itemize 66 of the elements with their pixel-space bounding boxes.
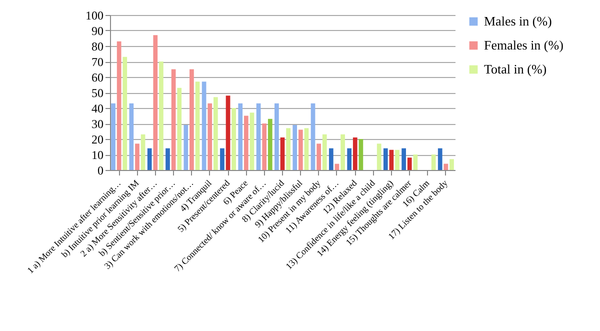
bar	[376, 144, 382, 170]
bar	[153, 35, 158, 170]
bar	[358, 139, 364, 170]
bar	[135, 144, 140, 170]
bar	[250, 112, 254, 170]
y-tick-label: 20	[92, 132, 104, 146]
bar	[208, 103, 212, 170]
bar	[340, 134, 345, 170]
bar	[122, 56, 128, 170]
bar	[438, 148, 442, 170]
bar	[190, 69, 194, 170]
y-tick-label: 90	[92, 24, 104, 38]
bar	[274, 103, 279, 170]
bar	[402, 148, 406, 170]
bar	[111, 103, 116, 170]
bar	[226, 96, 230, 170]
bar	[220, 148, 224, 170]
bar	[177, 88, 182, 170]
bar	[310, 103, 316, 170]
legend-label: Total in (%)	[484, 62, 547, 76]
bar	[280, 137, 285, 170]
bar	[159, 62, 164, 170]
bar	[202, 82, 206, 170]
bar	[116, 41, 122, 170]
bar	[195, 82, 200, 170]
y-tick-label: 50	[92, 86, 104, 100]
y-tick-label: 0	[98, 164, 104, 178]
bar	[383, 148, 388, 170]
bar	[407, 158, 412, 170]
y-tick-label: 80	[92, 40, 104, 54]
bar	[129, 103, 134, 170]
bar	[316, 144, 321, 170]
bar	[431, 154, 436, 170]
y-tick-label: 40	[92, 102, 104, 116]
y-tick-label: 10	[92, 148, 104, 162]
bar	[184, 125, 188, 170]
bar	[286, 128, 290, 170]
bar	[140, 134, 146, 170]
bar	[268, 118, 272, 170]
bar	[347, 148, 352, 170]
bar	[389, 150, 394, 170]
y-tick-label: 30	[92, 117, 104, 131]
bar	[450, 159, 454, 170]
bar	[298, 130, 303, 170]
y-tick-label: 100	[86, 8, 104, 22]
bar	[214, 97, 218, 170]
bar	[244, 116, 248, 170]
bar	[147, 148, 152, 170]
bar	[232, 108, 236, 170]
legend-label: Females in (%)	[484, 38, 564, 52]
bar	[292, 125, 298, 170]
bar	[395, 150, 400, 170]
bar	[322, 134, 327, 170]
bar	[328, 148, 334, 170]
y-tick-label: 70	[92, 55, 104, 69]
bar	[166, 148, 170, 170]
bar	[262, 124, 267, 170]
bar	[352, 137, 358, 170]
bar	[171, 69, 176, 170]
y-tick-label: 60	[92, 70, 104, 84]
bar	[238, 103, 243, 170]
bar	[444, 164, 448, 170]
legend-label: Males in (%)	[484, 14, 552, 28]
bar	[304, 128, 309, 170]
bar	[256, 103, 261, 170]
bar	[413, 154, 418, 170]
